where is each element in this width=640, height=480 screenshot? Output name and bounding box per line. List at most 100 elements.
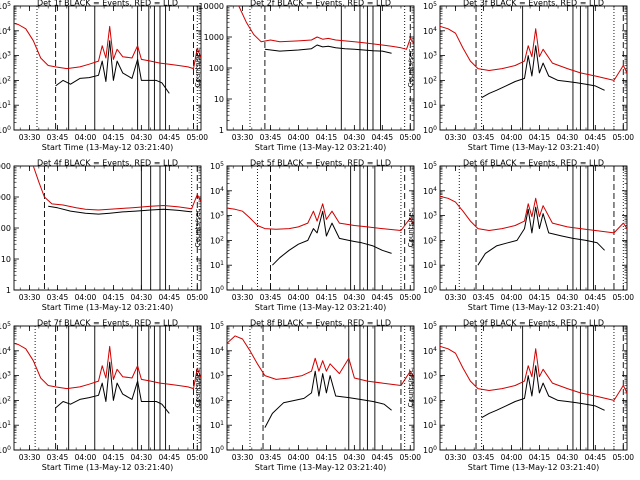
x-tick-label: 04:00 xyxy=(288,453,310,462)
x-axis-label: Start Time (13-May-12 03:21:40) xyxy=(255,143,386,152)
y-tick-label: 100 xyxy=(423,125,437,135)
x-tick-label: 04:15 xyxy=(316,293,338,302)
y-tick-label: 101 xyxy=(423,100,437,110)
x-tick-label: 04:15 xyxy=(103,133,125,142)
x-tick-label: 03:30 xyxy=(445,133,467,142)
y-tick-label: 105 xyxy=(423,321,437,331)
x-tick-label: 04:15 xyxy=(529,293,551,302)
detector-panel-2: 1 10 100 1000 10000 03:30 03:45 04:00 04:15 04:30… xyxy=(194,0,421,152)
y-tick-label: 104 xyxy=(423,346,437,356)
y-tick-label: 10 xyxy=(1,255,11,264)
events-series-line xyxy=(481,365,605,419)
y-tick-label: 100 xyxy=(209,64,224,73)
events-series-line xyxy=(264,44,392,54)
y-tick-label: 104 xyxy=(210,186,224,196)
x-tick-label: 03:45 xyxy=(473,293,495,302)
x-axis-label: Start Time (13-May-12 03:21:40) xyxy=(468,303,599,312)
y-tick-label: 101 xyxy=(210,260,224,270)
x-tick-label: 04:15 xyxy=(103,293,125,302)
x-tick-label: 03:30 xyxy=(19,133,41,142)
y-tick-label: 105 xyxy=(210,161,224,171)
lld-series-line xyxy=(440,25,627,81)
x-tick-label: 04:30 xyxy=(131,293,153,302)
panel-title: Det 9f BLACK = Events, RED = LLD xyxy=(463,319,604,328)
detector-panel-3: 100 101 102 103 104 105 03:30 03:45 04:00 04:15 04… xyxy=(407,0,634,152)
y-tick-label: 102 xyxy=(0,75,11,85)
x-tick-label: 05:00 xyxy=(399,293,421,302)
x-tick-label: 04:45 xyxy=(372,133,394,142)
y-tick-label: 105 xyxy=(0,1,11,11)
x-axis-label: Start Time (13-May-12 03:21:40) xyxy=(42,463,173,472)
x-tick-label: 04:15 xyxy=(316,133,338,142)
x-tick-label: 03:45 xyxy=(473,453,495,462)
plot-frame xyxy=(439,5,628,131)
x-tick-label: 04:30 xyxy=(131,133,153,142)
x-tick-label: 04:45 xyxy=(372,453,394,462)
y-tick-label: 103 xyxy=(423,51,437,61)
y-tick-label: 10000 xyxy=(0,162,11,171)
x-tick-label: 04:30 xyxy=(344,293,366,302)
x-tick-label: 03:45 xyxy=(47,453,69,462)
x-axis-label: Start Time (13-May-12 03:21:40) xyxy=(255,463,386,472)
y-tick-label: 104 xyxy=(423,186,437,196)
y-tick-label: 100 xyxy=(0,125,11,135)
y-tick-label: 100 xyxy=(423,445,437,455)
event-markers xyxy=(34,326,198,450)
panel-title: Det 6f BLACK = Events, RED = LLD xyxy=(463,159,604,168)
y-tick-label: 104 xyxy=(210,346,224,356)
y-tick-label: 105 xyxy=(210,321,224,331)
x-tick-label: 04:45 xyxy=(372,293,394,302)
x-tick-label: 03:45 xyxy=(260,133,282,142)
x-tick-label: 04:30 xyxy=(557,293,579,302)
y-tick-label: 101 xyxy=(210,420,224,430)
x-tick-label: 05:00 xyxy=(186,133,208,142)
event-markers xyxy=(249,6,411,130)
x-tick-label: 04:45 xyxy=(159,453,181,462)
detector-panel-6: 100 101 102 103 104 105 03:30 03:45 04:00 04:15 04… xyxy=(407,159,634,313)
x-axis-label: Start Time (13-May-12 03:21:40) xyxy=(42,143,173,152)
x-axis-label: Start Time (13-May-12 03:21:40) xyxy=(42,303,173,312)
x-tick-label: 04:00 xyxy=(75,293,97,302)
lld-series-line xyxy=(440,345,627,401)
x-tick-label: 03:45 xyxy=(260,293,282,302)
y-tick-label: 100 xyxy=(0,445,11,455)
x-axis-label: Start Time (13-May-12 03:21:40) xyxy=(468,463,599,472)
plot-frame xyxy=(226,165,415,291)
x-tick-label: 04:00 xyxy=(501,133,523,142)
x-tick-label: 04:45 xyxy=(159,293,181,302)
plot-frame xyxy=(226,325,415,451)
x-tick-label: 03:30 xyxy=(232,293,254,302)
x-tick-label: 03:30 xyxy=(445,293,467,302)
plot-frame xyxy=(13,325,202,451)
detector-panel-8: 100 101 102 103 104 105 03:30 03:45 04:00 04:15 04… xyxy=(194,319,421,473)
x-tick-label: 03:45 xyxy=(47,133,69,142)
plot-frame xyxy=(13,5,202,131)
y-tick-label: 103 xyxy=(0,51,11,61)
y-tick-label: 100 xyxy=(423,285,437,295)
x-tick-label: 04:45 xyxy=(159,133,181,142)
event-markers xyxy=(475,6,624,130)
y-axis-label: Counts/sec xyxy=(407,209,415,248)
x-tick-label: 04:45 xyxy=(585,453,607,462)
panel-title: Det 4f BLACK = Events, RED = LLD xyxy=(37,159,178,168)
detector-panel-9: 100 101 102 103 104 105 03:30 03:45 04:00 04:15 04… xyxy=(407,319,634,473)
y-axis-label: Counts/sec xyxy=(407,49,415,88)
x-tick-label: 04:15 xyxy=(529,453,551,462)
y-tick-label: 102 xyxy=(423,395,437,405)
y-tick-label: 100 xyxy=(0,224,11,233)
x-axis-label: Start Time (13-May-12 03:21:40) xyxy=(255,303,386,312)
y-tick-label: 1 xyxy=(6,286,11,295)
panel-title: Det 7f BLACK = Events, RED = LLD xyxy=(37,319,178,328)
y-tick-label: 101 xyxy=(0,100,11,110)
x-tick-label: 04:00 xyxy=(288,133,310,142)
x-axis-label: Start Time (13-May-12 03:21:40) xyxy=(468,143,599,152)
x-tick-label: 05:00 xyxy=(612,453,634,462)
event-markers xyxy=(249,326,406,450)
x-tick-label: 04:30 xyxy=(131,453,153,462)
lld-series-line xyxy=(227,203,414,231)
y-tick-label: 102 xyxy=(0,395,11,405)
detector-panel-1: 100 101 102 103 104 105 03:30 03:45 04:00 04:15 04… xyxy=(0,0,208,152)
x-tick-label: 04:45 xyxy=(585,293,607,302)
